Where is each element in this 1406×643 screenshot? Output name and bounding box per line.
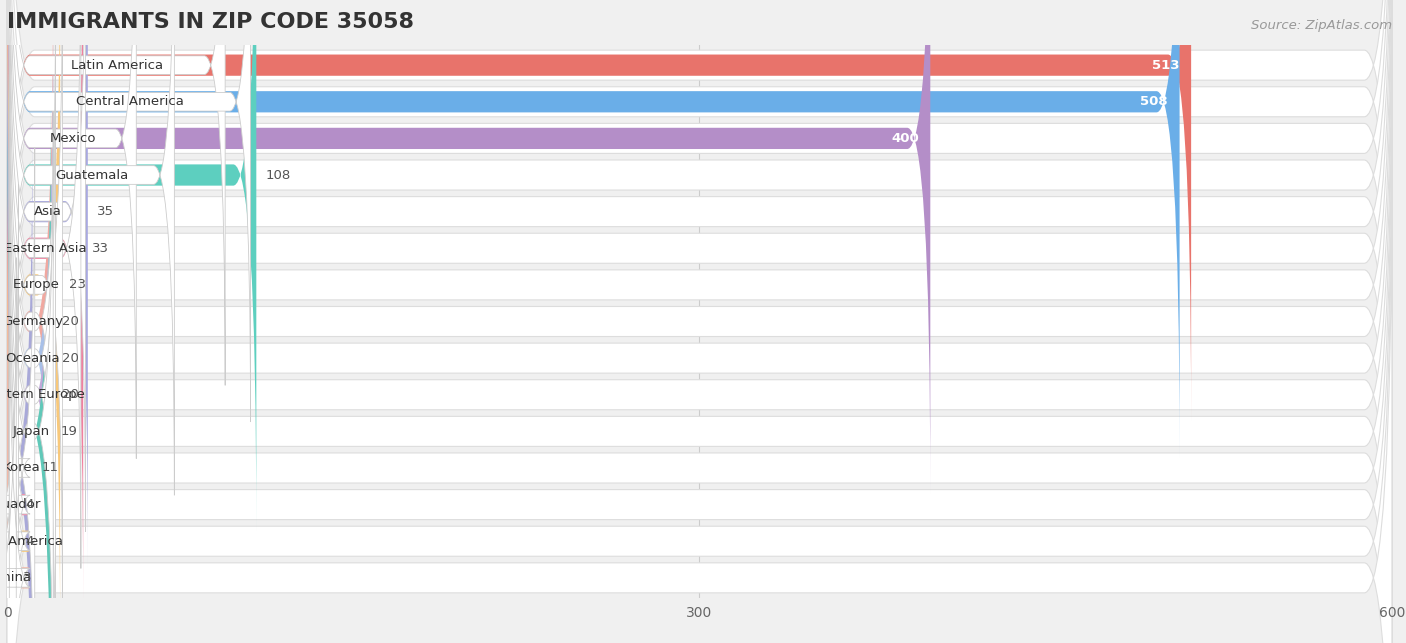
FancyBboxPatch shape bbox=[7, 0, 1392, 563]
FancyBboxPatch shape bbox=[10, 0, 86, 532]
Text: 23: 23 bbox=[69, 278, 86, 291]
FancyBboxPatch shape bbox=[10, 75, 55, 643]
Text: Oceania: Oceania bbox=[6, 352, 59, 365]
FancyBboxPatch shape bbox=[7, 76, 51, 643]
FancyBboxPatch shape bbox=[10, 38, 55, 643]
Text: 35: 35 bbox=[97, 205, 114, 218]
FancyBboxPatch shape bbox=[7, 0, 1392, 643]
FancyBboxPatch shape bbox=[10, 0, 136, 458]
FancyBboxPatch shape bbox=[0, 149, 30, 643]
Text: 513: 513 bbox=[1152, 59, 1180, 71]
FancyBboxPatch shape bbox=[7, 0, 83, 604]
FancyBboxPatch shape bbox=[7, 0, 1191, 421]
Text: Western Europe: Western Europe bbox=[0, 388, 86, 401]
Text: Europe: Europe bbox=[13, 278, 59, 291]
Text: Eastern Asia: Eastern Asia bbox=[4, 242, 86, 255]
Text: 508: 508 bbox=[1140, 95, 1168, 108]
Text: Asia: Asia bbox=[34, 205, 62, 218]
Text: 20: 20 bbox=[62, 315, 79, 328]
FancyBboxPatch shape bbox=[10, 0, 174, 495]
FancyBboxPatch shape bbox=[7, 113, 32, 643]
FancyBboxPatch shape bbox=[7, 0, 53, 643]
Text: Guatemala: Guatemala bbox=[55, 168, 128, 181]
FancyBboxPatch shape bbox=[10, 0, 225, 385]
FancyBboxPatch shape bbox=[7, 0, 60, 640]
FancyBboxPatch shape bbox=[7, 0, 1392, 599]
FancyBboxPatch shape bbox=[7, 7, 1392, 643]
Text: 20: 20 bbox=[62, 388, 79, 401]
FancyBboxPatch shape bbox=[10, 111, 53, 643]
FancyBboxPatch shape bbox=[7, 0, 1392, 643]
FancyBboxPatch shape bbox=[7, 0, 1180, 457]
Text: Central America: Central America bbox=[76, 95, 184, 108]
Text: 4: 4 bbox=[25, 498, 34, 511]
Text: China: China bbox=[0, 572, 32, 584]
Text: 19: 19 bbox=[60, 425, 77, 438]
Text: Source: ZipAtlas.com: Source: ZipAtlas.com bbox=[1251, 19, 1392, 32]
FancyBboxPatch shape bbox=[10, 0, 82, 568]
Text: Japan: Japan bbox=[13, 425, 49, 438]
FancyBboxPatch shape bbox=[7, 0, 1392, 636]
Text: 108: 108 bbox=[266, 168, 291, 181]
FancyBboxPatch shape bbox=[0, 221, 30, 643]
Text: 11: 11 bbox=[42, 462, 59, 475]
Text: 4: 4 bbox=[25, 535, 34, 548]
FancyBboxPatch shape bbox=[10, 1, 55, 642]
FancyBboxPatch shape bbox=[10, 0, 250, 422]
FancyBboxPatch shape bbox=[7, 44, 1392, 643]
Text: Latin America: Latin America bbox=[72, 59, 163, 71]
FancyBboxPatch shape bbox=[7, 3, 53, 643]
FancyBboxPatch shape bbox=[10, 0, 62, 605]
FancyBboxPatch shape bbox=[7, 154, 1392, 643]
Text: Korea: Korea bbox=[3, 462, 41, 475]
FancyBboxPatch shape bbox=[0, 258, 30, 643]
Text: Germany: Germany bbox=[1, 315, 63, 328]
Text: 400: 400 bbox=[891, 132, 918, 145]
FancyBboxPatch shape bbox=[7, 0, 1392, 489]
FancyBboxPatch shape bbox=[7, 80, 1392, 643]
FancyBboxPatch shape bbox=[7, 0, 256, 530]
FancyBboxPatch shape bbox=[7, 0, 87, 567]
Text: 33: 33 bbox=[93, 242, 110, 255]
FancyBboxPatch shape bbox=[0, 186, 30, 643]
FancyBboxPatch shape bbox=[7, 0, 1392, 526]
Text: IMMIGRANTS IN ZIP CODE 35058: IMMIGRANTS IN ZIP CODE 35058 bbox=[7, 12, 413, 32]
Text: Mexico: Mexico bbox=[49, 132, 96, 145]
FancyBboxPatch shape bbox=[7, 0, 1392, 643]
FancyBboxPatch shape bbox=[0, 222, 30, 643]
Text: 20: 20 bbox=[62, 352, 79, 365]
FancyBboxPatch shape bbox=[10, 148, 35, 643]
FancyBboxPatch shape bbox=[7, 39, 53, 643]
FancyBboxPatch shape bbox=[7, 0, 1392, 643]
FancyBboxPatch shape bbox=[7, 0, 931, 494]
FancyBboxPatch shape bbox=[7, 117, 1392, 643]
FancyBboxPatch shape bbox=[0, 185, 30, 643]
Text: South America: South America bbox=[0, 535, 63, 548]
Text: 3: 3 bbox=[22, 572, 32, 584]
FancyBboxPatch shape bbox=[7, 0, 1392, 643]
Text: Ecuador: Ecuador bbox=[0, 498, 41, 511]
